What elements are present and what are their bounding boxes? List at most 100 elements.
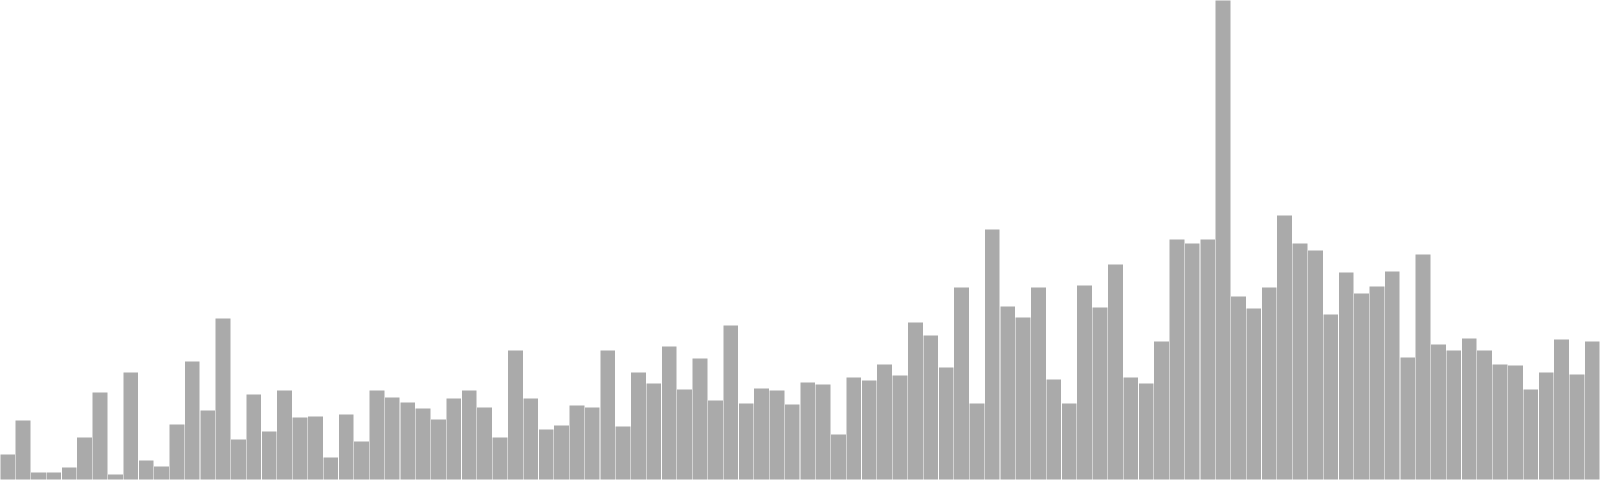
bar-70 (1076, 284, 1093, 480)
bar-64 (984, 228, 1001, 480)
bar-9 (138, 459, 155, 480)
bar-8 (122, 371, 139, 480)
bar-30 (461, 389, 478, 480)
bar-76 (1168, 238, 1185, 480)
bar-17 (261, 430, 278, 480)
bar-34 (522, 397, 539, 480)
bar-36 (553, 424, 570, 480)
bar-25 (384, 396, 401, 480)
bar-63 (968, 402, 985, 480)
bar-13 (199, 409, 216, 480)
bar-90 (1384, 270, 1401, 480)
bar-42 (645, 382, 662, 480)
bar-19 (292, 416, 308, 480)
bar-56 (861, 379, 878, 480)
bar-95 (1461, 337, 1478, 480)
bar-28 (430, 418, 447, 480)
bar-5 (76, 436, 93, 480)
bar-79 (1215, 0, 1232, 480)
bar-86 (1322, 313, 1339, 480)
bar-18 (276, 389, 293, 480)
bar-74 (1138, 382, 1155, 480)
bar-22 (338, 413, 355, 480)
bar-93 (1430, 343, 1447, 480)
bar-83 (1276, 214, 1293, 480)
bar-89 (1368, 285, 1385, 480)
bar-80 (1230, 295, 1247, 480)
bar-24 (368, 389, 385, 480)
bar-51 (784, 403, 801, 480)
bar-94 (1445, 349, 1462, 480)
bar-48 (738, 402, 755, 480)
bar-75 (1153, 340, 1170, 480)
bar-1 (15, 419, 32, 480)
bar-72 (1107, 263, 1124, 480)
bar-27 (415, 407, 432, 480)
bar-46 (707, 399, 724, 480)
bar-87 (1338, 271, 1355, 480)
bar-69 (1061, 402, 1078, 480)
bar-52 (799, 381, 816, 480)
bar-85 (1307, 249, 1324, 480)
bar-68 (1045, 378, 1062, 480)
bar-62 (953, 286, 970, 480)
bar-6 (92, 391, 108, 480)
bar-66 (1015, 316, 1032, 480)
bar-38 (584, 406, 601, 480)
bar-44 (676, 388, 693, 480)
bar-81 (1245, 307, 1262, 480)
bar-3 (45, 471, 62, 480)
bar-16 (245, 393, 262, 480)
bar-45 (692, 357, 708, 480)
bar-2 (30, 471, 47, 480)
bar-26 (399, 401, 416, 480)
bar-73 (1122, 376, 1139, 480)
bar-58 (892, 374, 908, 480)
bar-54 (830, 433, 847, 480)
bar-23 (353, 440, 370, 480)
bar-31 (476, 406, 493, 480)
bar-82 (1261, 286, 1278, 480)
bar-4 (61, 466, 78, 480)
bar-21 (322, 456, 339, 480)
bar-20 (307, 415, 324, 480)
bar-60 (922, 334, 939, 480)
bar-49 (753, 387, 770, 480)
bar-98 (1507, 364, 1524, 480)
bar-35 (538, 428, 555, 480)
bar-61 (938, 366, 955, 480)
bar-37 (568, 404, 585, 480)
bar-96 (1476, 349, 1493, 480)
bar-15 (230, 438, 247, 480)
bar-14 (215, 317, 232, 480)
bar-7 (107, 473, 124, 480)
bar-77 (1184, 242, 1201, 480)
bar-97 (1492, 363, 1508, 480)
bar-55 (845, 376, 862, 480)
bar-50 (768, 389, 785, 480)
bar-43 (661, 345, 678, 480)
bar-91 (1399, 356, 1416, 480)
bar-41 (630, 371, 647, 480)
bar-101 (1553, 338, 1570, 480)
bar-10 (153, 465, 170, 480)
bar-33 (507, 349, 524, 480)
bar-88 (1353, 292, 1370, 480)
bar-11 (168, 423, 185, 480)
bar-84 (1292, 242, 1308, 480)
bar-92 (1415, 253, 1432, 480)
bar-71 (1092, 306, 1108, 480)
bar-59 (907, 321, 924, 480)
bar-32 (492, 436, 508, 480)
bar-57 (876, 363, 893, 480)
bar-78 (1199, 238, 1216, 480)
bar-53 (815, 383, 832, 480)
bar-47 (722, 324, 739, 480)
bar-100 (1538, 371, 1555, 480)
bar-12 (184, 360, 201, 480)
bar-99 (1522, 388, 1539, 480)
bar-103 (1584, 340, 1600, 480)
bar-40 (615, 425, 632, 480)
